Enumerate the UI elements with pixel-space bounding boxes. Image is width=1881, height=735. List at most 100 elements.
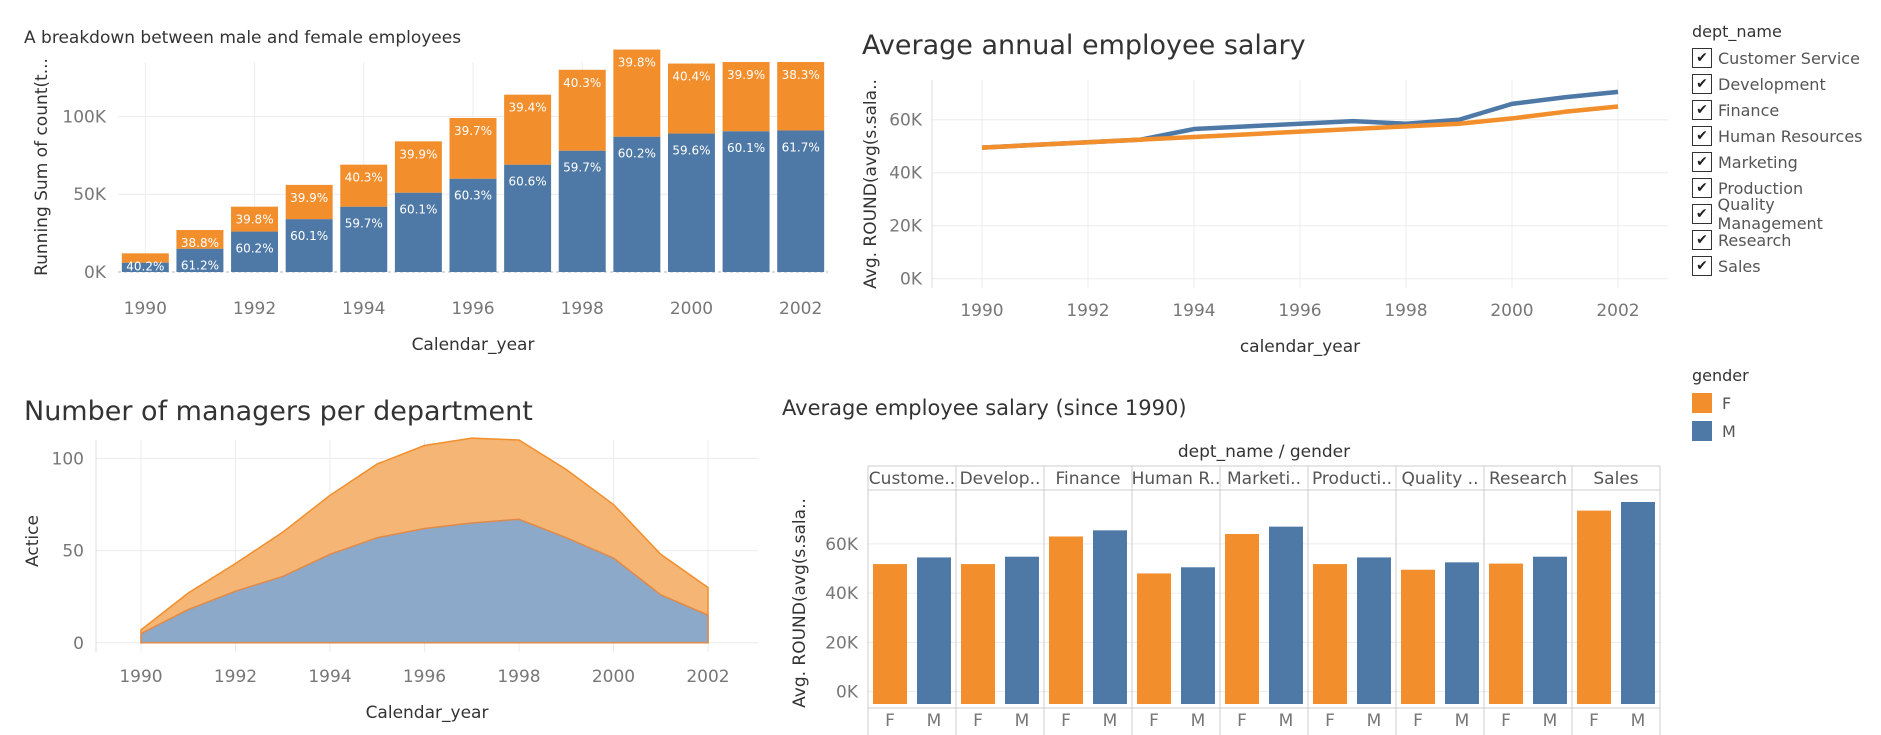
color-swatch-icon <box>1692 393 1712 413</box>
x-tick-label: 1994 <box>342 299 385 319</box>
bar-female-4 <box>1225 534 1259 704</box>
gender-legend-title: gender <box>1692 366 1749 385</box>
stacked-chart-title: A breakdown between male and female empl… <box>24 28 462 48</box>
stacked-bar-chart: 0K 50K 100K 59.8%40.2% 61.2% 38.8% 60.2% 39.8% 6… <box>32 49 828 355</box>
x-tick-label: 1994 <box>308 667 351 687</box>
y-axis-label: Avg. ROUND(avg(s.sala.. <box>790 498 810 708</box>
dept-filter-item[interactable]: ✔ Research <box>1692 227 1881 253</box>
dept-filter-item[interactable]: ✔ Human Resources <box>1692 123 1881 149</box>
bar-male-1990 <box>121 262 169 272</box>
dept-filter-item[interactable]: ✔ Customer Service <box>1692 45 1881 71</box>
bar-label-female: 40.3% <box>563 76 601 90</box>
x-tick-label: 1996 <box>1278 301 1321 321</box>
checkbox-checked-icon[interactable]: ✔ <box>1692 48 1712 68</box>
dept-filter-item[interactable]: ✔ Sales <box>1692 253 1881 279</box>
dept-name-filter: dept_name ✔ Customer Service ✔ Development ✔… <box>1692 22 1881 279</box>
bar-label-male: 59.7% <box>345 217 383 231</box>
x-tick-label: 1992 <box>233 299 276 319</box>
bar-female-1994 <box>340 164 388 207</box>
bar-label-female: 40.2% <box>126 259 164 273</box>
bar-label-female: 38.8% <box>181 236 219 250</box>
bar-label-female: 39.7% <box>454 124 492 138</box>
dept-filter-label: Development <box>1718 74 1826 94</box>
bar-female-6 <box>1401 569 1435 704</box>
bar-female-2 <box>1049 536 1083 704</box>
color-swatch-icon <box>1692 421 1712 441</box>
dept-filter-item[interactable]: ✔ Production <box>1692 175 1881 201</box>
gender-tick-label: M <box>1367 711 1382 731</box>
facet-label: Human R.. <box>1132 469 1221 489</box>
checkbox-checked-icon[interactable]: ✔ <box>1692 152 1712 172</box>
bar-label-male: 60.3% <box>454 189 492 203</box>
x-tick-label: 2000 <box>670 299 713 319</box>
checkbox-checked-icon[interactable]: ✔ <box>1692 74 1712 94</box>
area-chart-title: Number of managers per department <box>24 396 533 427</box>
checkbox-checked-icon[interactable]: ✔ <box>1692 126 1712 146</box>
gender-tick-label: M <box>1103 711 1118 731</box>
bar-label-female: 39.8% <box>235 213 273 227</box>
bar-female-1995 <box>394 141 442 193</box>
facet-label: Custome.. <box>869 469 955 489</box>
x-axis-label: Calendar_year <box>412 335 535 355</box>
dept-filter-item[interactable]: ✔ Development <box>1692 71 1881 97</box>
x-tick-label: 2002 <box>686 667 729 687</box>
bar-label-female: 38.3% <box>782 68 820 82</box>
bar-female-1996 <box>449 118 497 179</box>
checkbox-checked-icon[interactable]: ✔ <box>1692 178 1712 198</box>
bar-label-male: 61.7% <box>782 140 820 154</box>
gender-legend-label: F <box>1722 393 1732 413</box>
facet-label: Sales <box>1593 469 1638 489</box>
gender-tick-label: F <box>1589 711 1599 731</box>
x-tick-label: 1998 <box>497 667 540 687</box>
bar-female-1991 <box>176 230 224 249</box>
checkbox-checked-icon[interactable]: ✔ <box>1692 100 1712 120</box>
bar-label-male: 60.1% <box>399 203 437 217</box>
bar-female-1 <box>961 564 995 704</box>
facet-label: Marketi.. <box>1227 469 1301 489</box>
y-tick-label: 100 <box>52 449 84 469</box>
x-tick-label: 1998 <box>1384 301 1427 321</box>
bar-female-1993 <box>285 184 333 220</box>
gender-tick-label: F <box>1061 711 1071 731</box>
bar-label-female: 39.8% <box>618 56 656 70</box>
dept-filter-label: Sales <box>1718 256 1761 276</box>
bar-female-8 <box>1577 510 1611 704</box>
x-tick-label: 1990 <box>960 301 1003 321</box>
bar-male-2 <box>1093 530 1127 704</box>
dept-filter-item[interactable]: ✔ Marketing <box>1692 149 1881 175</box>
bar-female-2002 <box>777 62 825 131</box>
checkbox-checked-icon[interactable]: ✔ <box>1692 204 1712 224</box>
x-tick-label: 2002 <box>779 299 822 319</box>
dept-filter-item[interactable]: ✔ Finance <box>1692 97 1881 123</box>
bar-label-male: 60.2% <box>235 242 273 256</box>
checkbox-checked-icon[interactable]: ✔ <box>1692 230 1712 250</box>
bar-female-2000 <box>667 63 715 134</box>
gender-tick-label: F <box>885 711 895 731</box>
gender-tick-label: M <box>1279 711 1294 731</box>
bar-male-7 <box>1533 556 1567 704</box>
gender-tick-label: M <box>1631 711 1646 731</box>
bar-male-4 <box>1269 526 1303 704</box>
y-tick-label: 20K <box>825 633 859 653</box>
bar-male-1997 <box>504 164 552 272</box>
y-tick-label: 60K <box>825 535 859 555</box>
y-axis-label: Actice <box>23 515 43 567</box>
y-tick-label: 50K <box>73 185 107 205</box>
x-tick-label: 1996 <box>403 667 446 687</box>
dept-filter-item[interactable]: ✔ Quality Management <box>1692 195 1881 233</box>
bar-female-1992 <box>231 206 279 232</box>
bar-label-female: 39.9% <box>290 191 328 205</box>
gender-legend-item[interactable]: F <box>1692 389 1749 417</box>
y-tick-label: 0K <box>900 270 923 290</box>
bar-female-2001 <box>722 62 770 132</box>
bar-label-male: 60.1% <box>290 229 328 243</box>
facet-label: Finance <box>1055 469 1120 489</box>
bar-label-male: 61.2% <box>181 259 219 273</box>
checkbox-checked-icon[interactable]: ✔ <box>1692 256 1712 276</box>
dept-filter-label: Quality Management <box>1717 195 1823 233</box>
grouped-bar-chart: dept_name / gender 0K 20K 40K 60K Custome.. F M… <box>790 442 1661 735</box>
grouped-chart-title: Average employee salary (since 1990) <box>782 396 1187 420</box>
gender-legend-item[interactable]: M <box>1692 417 1749 445</box>
bar-male-1992 <box>231 231 279 272</box>
